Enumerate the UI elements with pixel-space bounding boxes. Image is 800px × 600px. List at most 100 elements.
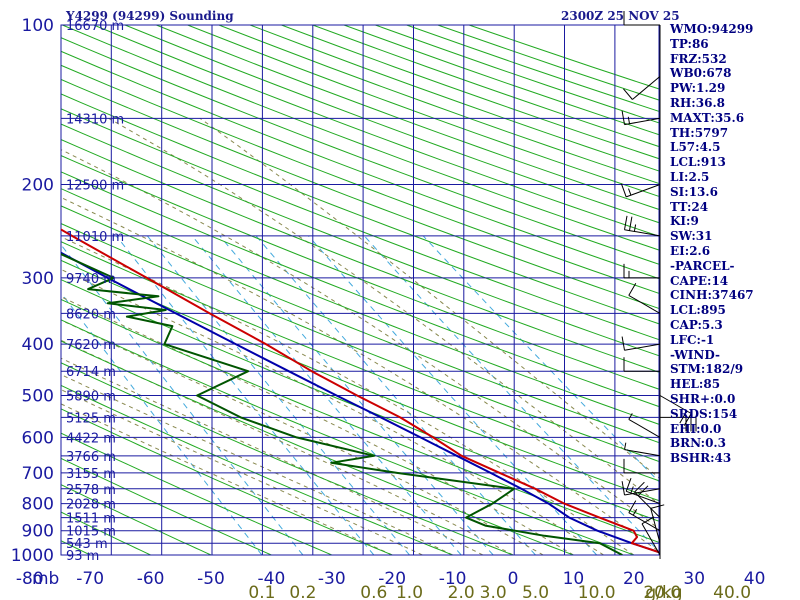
index-item: CINH:37467 (670, 288, 754, 303)
temperature-tick-label: -20 (378, 569, 406, 589)
wind-barb-feather (624, 215, 628, 230)
pressure-tick-label: 600 (22, 428, 54, 448)
index-item: SRDS:154 (670, 406, 738, 421)
wind-barb (623, 11, 660, 26)
wind-barb (623, 458, 660, 474)
wind-barb-staff (632, 76, 661, 100)
wind-barb-feather (630, 486, 634, 494)
height-label: 8620 m (66, 307, 116, 322)
height-label: 6714 m (66, 365, 116, 380)
wind-barb-feather (634, 481, 645, 493)
index-item: BRN:0.3 (670, 436, 726, 451)
mixing-ratio-line (115, 235, 375, 555)
wind-barb-staff (659, 395, 692, 414)
temperature-tick-label: -10 (439, 569, 467, 589)
temperature-tick-label: -30 (318, 569, 346, 589)
mixing-ratio-label: 0.6 (360, 583, 387, 600)
wind-barb-feather (633, 224, 637, 232)
wind-barb-feather (623, 88, 633, 100)
wind-barb-staff (641, 523, 661, 556)
wind-barb-feather (637, 485, 649, 497)
index-item: SW:31 (670, 229, 713, 244)
temperature-tick-label: -80 (16, 569, 44, 589)
height-label: 14310 m (66, 112, 124, 127)
moist-adiabat (61, 196, 659, 553)
chart-title: Y4299 (94299) Sounding (66, 9, 234, 23)
height-label: 93 m (66, 549, 99, 564)
wind-barb (628, 413, 661, 438)
wind-barb-feather (621, 110, 625, 125)
wind-barb-feather (620, 183, 627, 198)
wind-barb-staff (628, 418, 661, 438)
index-item: SI:13.6 (670, 184, 718, 199)
moist-adiabat (61, 296, 574, 555)
pressure-tick-label: 400 (22, 335, 54, 355)
wind-barb (624, 442, 661, 457)
height-label: 9740 m (66, 272, 116, 287)
index-item: TH:5797 (670, 125, 729, 140)
wind-barb-feather (628, 282, 637, 296)
pressure-tick-label: 200 (22, 176, 54, 196)
wind-barb (623, 357, 660, 372)
wind-barb (621, 481, 661, 496)
wind-barb-feather (650, 504, 665, 509)
pressure-tick-label: 1000 (11, 546, 54, 566)
index-item: RH:36.8 (670, 95, 725, 110)
index-item: LI:2.5 (670, 169, 710, 184)
wind-barb-staff (628, 294, 661, 314)
index-item: EI:2.6 (670, 243, 711, 258)
height-label: 5890 m (66, 390, 116, 405)
mixing-ratio-label: 0.2 (289, 583, 316, 600)
mixing-ratio-label: 0.1 (248, 583, 275, 600)
wind-barb-staff (624, 229, 661, 237)
wind-barb (650, 504, 665, 544)
wind-barb-feather (679, 410, 688, 424)
wind-barbs (620, 11, 697, 559)
height-label: 4422 m (66, 431, 116, 446)
wind-barb (628, 500, 661, 532)
height-label: 1511 m (66, 512, 116, 527)
moist-adiabat (61, 149, 659, 530)
index-item: TP:86 (670, 36, 709, 51)
moist-adiabat (199, 117, 659, 479)
wind-barb-feather (621, 336, 625, 351)
temperature-tick-label: 10 (563, 569, 585, 589)
index-item: HEL:85 (670, 377, 721, 392)
wind-barb-feather (628, 188, 632, 196)
moist-adiabat (61, 339, 514, 555)
pressure-tick-label: 800 (22, 495, 54, 515)
index-item: MAXT:35.6 (670, 110, 745, 125)
wind-barb (620, 183, 661, 198)
pressure-tick-label: 300 (22, 269, 54, 289)
mixing-ratio-label: 20.0 (643, 583, 681, 600)
height-label: 12500 m (66, 179, 124, 194)
mixing-ratio-label: 2.0 (448, 583, 475, 600)
pressure-tick-label: 700 (22, 464, 54, 484)
wind-barb (621, 110, 661, 126)
wind-barb-feather (629, 216, 633, 231)
wind-barb-staff (626, 184, 661, 198)
temperature-tick-label: 0 (508, 569, 519, 589)
stability-indices: WMO:94299 TP:86 FRZ:532 WB0:678 PW:1.29 RH:36… (670, 22, 754, 466)
height-label: 2028 m (66, 498, 116, 513)
index-item: BSHR:43 (670, 451, 732, 466)
temperature-tick-label: 30 (683, 569, 705, 589)
moist-adiabat (61, 268, 604, 555)
index-item: CAPE:14 (670, 273, 729, 288)
height-label: 543 m (66, 537, 108, 552)
wind-barb-feather (627, 116, 630, 124)
wind-barb (623, 263, 660, 279)
grid (60, 24, 660, 556)
mixing-ratio-line (61, 292, 263, 555)
index-item: WB0:678 (670, 66, 732, 81)
temperature-tick-label: -70 (76, 569, 104, 589)
wind-barb-staff (628, 512, 661, 532)
moist-adiabat (61, 357, 484, 555)
mixing-ratio-line (308, 235, 598, 555)
wind-barb-staff (624, 343, 661, 351)
index-item: TT:24 (670, 199, 709, 214)
wind-barb (660, 416, 697, 432)
index-item: EHI:0.0 (670, 421, 722, 436)
